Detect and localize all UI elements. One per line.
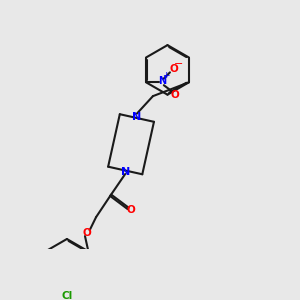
Text: O: O (126, 205, 135, 215)
Text: −: − (174, 59, 183, 69)
Text: O: O (170, 90, 179, 100)
Text: N: N (121, 167, 130, 177)
Text: O: O (83, 228, 92, 238)
Text: +: + (162, 71, 169, 80)
Text: Cl: Cl (61, 292, 73, 300)
Text: N: N (158, 76, 166, 85)
Text: O: O (169, 64, 178, 74)
Text: N: N (132, 112, 142, 122)
